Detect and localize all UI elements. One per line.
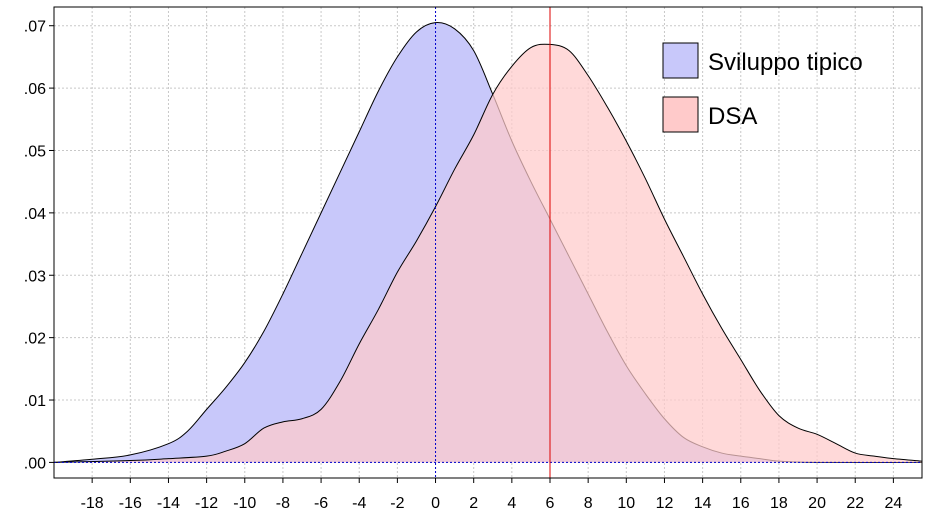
plot-frame [53,6,923,479]
y-tick-label: .03 [24,268,46,285]
y-tick-label: .07 [24,19,46,36]
x-tick-label: -10 [233,495,256,512]
x-tick-label: 0 [431,495,440,512]
x-tick-label: -18 [81,495,104,512]
x-tick-label: 16 [732,495,750,512]
areas [53,22,923,463]
x-tick-label: -8 [276,495,290,512]
x-tick-label: 2 [469,495,478,512]
y-axis: .00 .01 .02 .03 .04 .05 .06 .07 [24,19,54,472]
x-tick-label: 22 [846,495,864,512]
y-tick-label: .05 [24,143,46,160]
x-tick-label: 18 [770,495,788,512]
legend-label-dsa: DSA [708,103,757,130]
y-tick-label: .04 [24,206,46,223]
x-tick-label: 4 [507,495,516,512]
y-tick-label: .06 [24,81,46,98]
y-tick-label: .00 [24,455,46,472]
x-axis: -18 -16 -14 -12 -10 -8 -6 -4 -2 0 2 4 6 8 10 12 14 16 18 20… [81,478,902,512]
x-tick-label: 6 [546,495,555,512]
x-tick-label: 8 [584,495,593,512]
x-tick-label: 24 [884,495,902,512]
area-dsa [54,44,922,463]
x-tick-label: -6 [314,495,328,512]
legend: Sviluppo tipico DSA [662,42,863,133]
y-tick-label: .02 [24,331,46,348]
x-tick-label: -12 [195,495,218,512]
legend-swatch-sviluppo-tipico [662,42,699,79]
legend-swatch-dsa [662,96,699,133]
x-tick-label: -2 [390,495,404,512]
x-tick-label: 14 [694,495,712,512]
x-tick-label: -4 [352,495,366,512]
x-tick-label: 10 [617,495,635,512]
x-tick-label: 12 [656,495,674,512]
reference-lines [54,7,922,478]
curve-dsa [53,43,923,463]
x-tick-label: -16 [119,495,142,512]
x-tick-label: -14 [157,495,180,512]
y-tick-label: .01 [24,393,46,410]
legend-label-sviluppo-tipico: Sviluppo tipico [708,49,863,76]
x-tick-label: 20 [808,495,826,512]
